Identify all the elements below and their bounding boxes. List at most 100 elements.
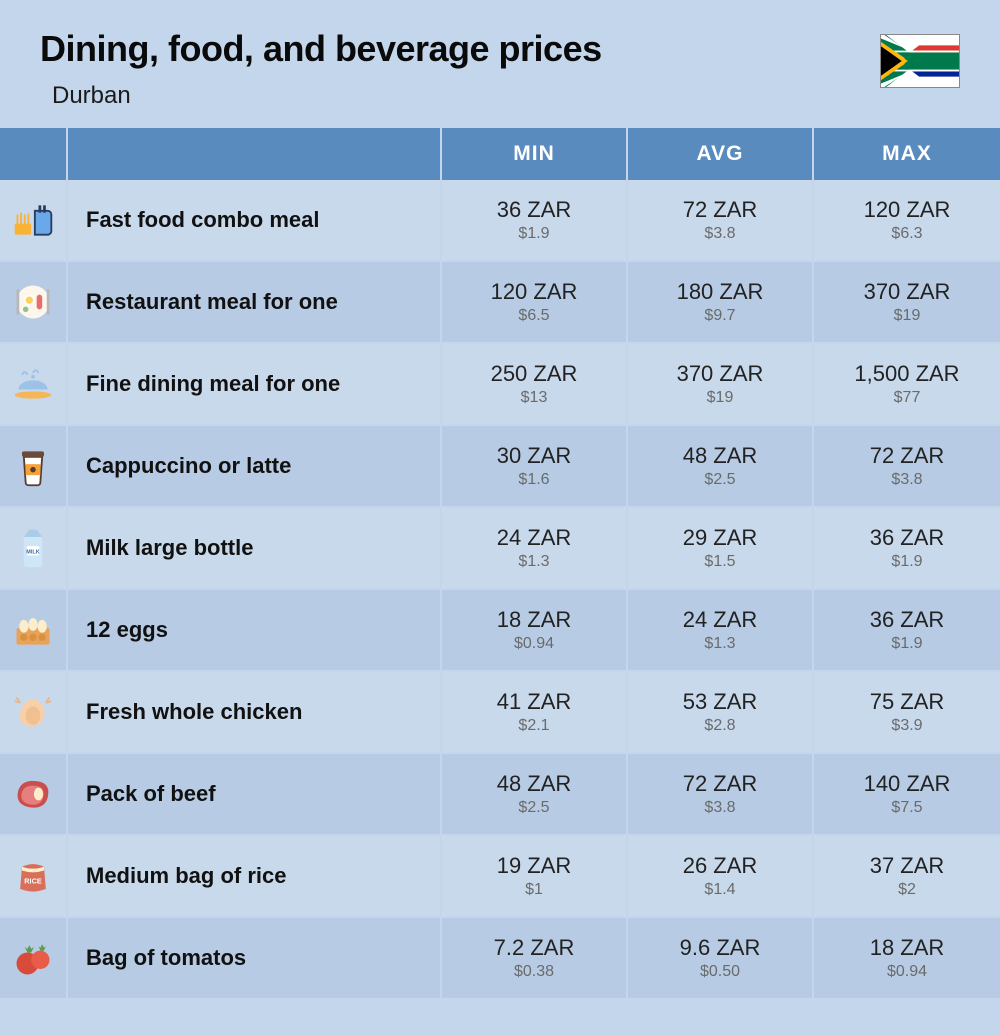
price-usd: $1.9 <box>518 225 549 243</box>
price-zar: 48 ZAR <box>683 443 758 469</box>
price-zar: 41 ZAR <box>497 689 572 715</box>
price-max: 72 ZAR$3.8 <box>814 426 1000 506</box>
price-usd: $2 <box>898 881 916 899</box>
page-title: Dining, food, and beverage prices <box>40 28 880 70</box>
price-avg: 24 ZAR$1.3 <box>628 590 814 670</box>
price-table: MIN AVG MAX Fast food combo meal36 ZAR$1… <box>0 128 1000 1000</box>
price-usd: $1.3 <box>518 553 549 571</box>
price-usd: $7.5 <box>891 799 922 817</box>
column-header-icon <box>0 128 68 180</box>
price-max: 140 ZAR$7.5 <box>814 754 1000 834</box>
price-usd: $2.1 <box>518 717 549 735</box>
chicken-icon <box>0 672 68 752</box>
price-zar: 250 ZAR <box>491 361 578 387</box>
fine-dining-icon <box>0 344 68 424</box>
price-avg: 9.6 ZAR$0.50 <box>628 918 814 998</box>
price-usd: $0.50 <box>700 963 740 981</box>
table-row: Fast food combo meal 36 ZAR $1.9 72 ZAR$3.8… <box>0 180 1000 262</box>
price-usd: $1 <box>525 881 543 899</box>
price-avg: 53 ZAR $2.8 <box>628 672 814 752</box>
price-avg: 26 ZAR$1.4 <box>628 836 814 916</box>
price-zar: 24 ZAR <box>683 607 758 633</box>
price-zar: 19 ZAR <box>497 853 572 879</box>
price-zar: 72 ZAR <box>683 197 758 223</box>
page-header: Dining, food, and beverage prices Durban <box>0 0 1000 128</box>
item-label: Fast food combo meal <box>68 180 442 260</box>
price-zar: 18 ZAR <box>870 935 945 961</box>
price-zar: 72 ZAR <box>683 771 758 797</box>
svg-text:RICE: RICE <box>24 876 42 885</box>
price-min: 30 ZAR$1.6 <box>442 426 628 506</box>
coffee-icon <box>0 426 68 506</box>
table-row: RICEMedium bag of rice19 ZAR$126 ZAR$1.4… <box>0 836 1000 918</box>
price-max: 120 ZAR $6.3 <box>814 180 1000 260</box>
price-usd: $1.5 <box>704 553 735 571</box>
price-min: 24 ZAR $1.3 <box>442 508 628 588</box>
price-usd: $1.9 <box>891 635 922 653</box>
price-usd: $1.9 <box>891 553 922 571</box>
price-min: 41 ZAR $2.1 <box>442 672 628 752</box>
price-min: 19 ZAR $1 <box>442 836 628 916</box>
price-zar: 18 ZAR <box>497 607 572 633</box>
price-usd: $9.7 <box>704 307 735 325</box>
price-usd: $3.9 <box>891 717 922 735</box>
price-zar: 180 ZAR <box>677 279 764 305</box>
title-block: Dining, food, and beverage prices Durban <box>40 28 880 110</box>
column-header-max: MAX <box>814 128 1000 180</box>
price-max: 36 ZAR$1.9 <box>814 508 1000 588</box>
price-max: 370 ZAR$19 <box>814 262 1000 342</box>
price-max: 1,500 ZAR $77 <box>814 344 1000 424</box>
price-zar: 30 ZAR <box>497 443 572 469</box>
price-zar: 120 ZAR <box>864 197 951 223</box>
price-max: 18 ZAR $0.94 <box>814 918 1000 998</box>
price-zar: 75 ZAR <box>870 689 945 715</box>
column-header-min: MIN <box>442 128 628 180</box>
item-label: Pack of beef <box>68 754 442 834</box>
item-label: Restaurant meal for one <box>68 262 442 342</box>
table-row: 12 eggs18 ZAR$0.9424 ZAR$1.336 ZAR$1.9 <box>0 590 1000 672</box>
price-usd: $2.8 <box>704 717 735 735</box>
price-zar: 36 ZAR <box>497 197 572 223</box>
price-min: 7.2 ZAR$0.38 <box>442 918 628 998</box>
svg-text:MILK: MILK <box>26 550 39 556</box>
price-avg: 370 ZAR $19 <box>628 344 814 424</box>
price-usd: $6.3 <box>891 225 922 243</box>
price-max: 37 ZAR$2 <box>814 836 1000 916</box>
price-usd: $19 <box>707 389 734 407</box>
price-zar: 72 ZAR <box>870 443 945 469</box>
table-row: Cappuccino or latte30 ZAR$1.648 ZAR$2.57… <box>0 426 1000 508</box>
price-avg: 72 ZAR$3.8 <box>628 180 814 260</box>
price-avg: 72 ZAR$3.8 <box>628 754 814 834</box>
table-row: Fine dining meal for one 250 ZAR $13 370 ZA… <box>0 344 1000 426</box>
tomato-icon <box>0 918 68 998</box>
table-row: Bag of tomatos7.2 ZAR$0.389.6 ZAR$0.5018… <box>0 918 1000 1000</box>
price-min: 48 ZAR$2.5 <box>442 754 628 834</box>
price-usd: $2.5 <box>518 799 549 817</box>
price-max: 75 ZAR $3.9 <box>814 672 1000 752</box>
price-min: 18 ZAR $0.94 <box>442 590 628 670</box>
price-zar: 36 ZAR <box>870 607 945 633</box>
page-subtitle: Durban <box>52 82 880 110</box>
price-zar: 53 ZAR <box>683 689 758 715</box>
price-zar: 370 ZAR <box>677 361 764 387</box>
item-label: Fresh whole chicken <box>68 672 442 752</box>
item-label: Fine dining meal for one <box>68 344 442 424</box>
restaurant-icon <box>0 262 68 342</box>
price-usd: $0.94 <box>887 963 927 981</box>
price-usd: $13 <box>521 389 548 407</box>
price-min: 250 ZAR $13 <box>442 344 628 424</box>
column-header-item <box>68 128 442 180</box>
price-zar: 1,500 ZAR <box>854 361 959 387</box>
price-usd: $0.94 <box>514 635 554 653</box>
rice-icon: RICE <box>0 836 68 916</box>
milk-icon: MILK <box>0 508 68 588</box>
price-avg: 29 ZAR$1.5 <box>628 508 814 588</box>
price-usd: $6.5 <box>518 307 549 325</box>
table-row: Restaurant meal for one120 ZAR$6.5180 ZA… <box>0 262 1000 344</box>
column-header-avg: AVG <box>628 128 814 180</box>
price-usd: $77 <box>894 389 921 407</box>
price-zar: 370 ZAR <box>864 279 951 305</box>
table-row: MILKMilk large bottle24 ZAR$1.329 ZAR$1.… <box>0 508 1000 590</box>
item-label: Bag of tomatos <box>68 918 442 998</box>
price-zar: 24 ZAR <box>497 525 572 551</box>
